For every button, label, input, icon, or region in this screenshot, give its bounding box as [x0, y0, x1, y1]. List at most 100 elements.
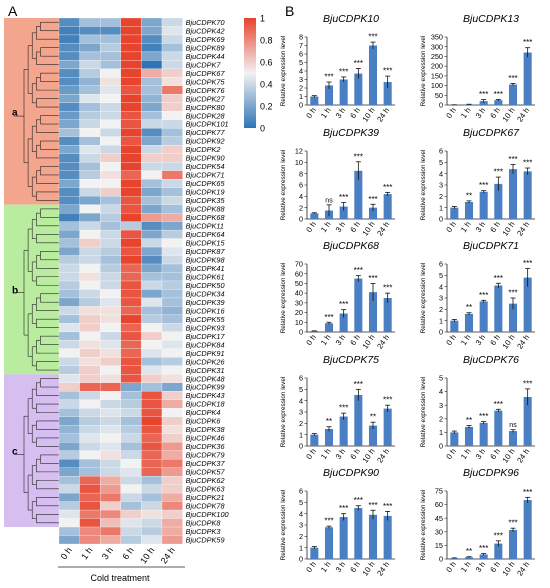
heatmap-column-label: 3 h — [100, 545, 115, 561]
heatmap-cell — [79, 221, 101, 231]
heatmap-cell — [100, 43, 121, 53]
heatmap-cell — [79, 85, 101, 95]
y-tick-label: 6 — [439, 147, 443, 156]
bar — [464, 104, 474, 105]
heatmap-cell — [100, 433, 121, 443]
heatmap-cell — [161, 51, 183, 61]
x-tick-label: 1 h — [319, 333, 333, 347]
heatmap-cell — [161, 196, 183, 205]
heatmap-cell — [79, 111, 101, 120]
heatmap-cell — [120, 111, 142, 120]
y-tick-label: 250 — [431, 52, 443, 61]
gene-label: BjuCDPK68 — [186, 213, 226, 222]
heatmap-cell — [58, 526, 80, 536]
significance-label: *** — [368, 274, 377, 283]
heatmap-cell — [141, 94, 163, 103]
y-tick-label: 1 — [439, 428, 443, 437]
heatmap-cell — [79, 229, 101, 239]
gene-label: BjuCDPK21 — [186, 493, 225, 502]
significance-label: ** — [466, 191, 472, 200]
heatmap-cell — [100, 153, 121, 163]
y-tick-label: 4 — [299, 67, 303, 76]
heatmap-cell — [79, 476, 101, 485]
significance-label: *** — [508, 155, 517, 164]
heatmap-cell — [161, 77, 183, 86]
heatmap-cell — [100, 145, 121, 154]
significance-label: *** — [354, 59, 363, 68]
heatmap-cell — [161, 492, 183, 502]
bar — [324, 85, 334, 105]
bar — [383, 82, 392, 105]
heatmap-cell — [120, 357, 142, 366]
heatmap-cell — [100, 518, 121, 528]
cluster-band-b — [4, 204, 59, 375]
heatmap-cell — [58, 297, 80, 307]
heatmap-cell — [141, 119, 163, 129]
heatmap-cell — [100, 213, 121, 222]
x-tick-label: 0 h — [304, 560, 318, 574]
gene-label: BjuCDPK27 — [186, 94, 226, 103]
significance-label: *** — [494, 274, 503, 283]
heatmap-cell — [141, 289, 163, 299]
y-tick-label: 150 — [431, 71, 443, 80]
heatmap-cell — [120, 408, 142, 417]
heatmap-cell — [120, 331, 142, 341]
significance-label: *** — [368, 501, 377, 510]
heatmap-cell — [58, 340, 80, 349]
heatmap-cell — [120, 509, 142, 519]
heatmap-cell — [120, 518, 142, 528]
y-tick-label: 5 — [439, 271, 443, 280]
heatmap-cell — [161, 391, 183, 400]
heatmap-column-label: 1 h — [79, 545, 94, 561]
heatmap-cell — [100, 399, 121, 409]
cluster-label-a: a — [12, 107, 18, 118]
heatmap-cell — [141, 365, 163, 375]
heatmap-cell — [100, 382, 121, 392]
heatmap-cell — [58, 179, 80, 188]
y-tick-label: 30 — [435, 527, 443, 536]
bar — [339, 206, 348, 219]
heatmap-cell — [100, 357, 121, 366]
heatmap-cell — [79, 162, 101, 171]
significance-label: *** — [494, 400, 503, 409]
heatmap-cell — [58, 399, 80, 409]
heatmap-cell — [161, 382, 183, 392]
heatmap-cell — [58, 306, 80, 316]
heatmap-cell — [79, 535, 101, 545]
heatmap-cell — [100, 26, 121, 36]
heatmap-cell — [58, 365, 80, 375]
heatmap-cell — [100, 484, 121, 494]
heatmap-cell — [100, 306, 121, 316]
heatmap-cell — [120, 136, 142, 146]
heatmap-cell — [58, 213, 80, 222]
heatmap-cell — [79, 425, 101, 434]
chart-title: BjuCDPK68 — [323, 240, 379, 252]
heatmap-cell — [58, 408, 80, 417]
heatmap-cell — [161, 213, 183, 222]
bar — [494, 100, 503, 105]
y-tick-label: 0 — [299, 328, 303, 337]
heatmap-cell — [120, 280, 142, 290]
heatmap-cell — [161, 102, 183, 112]
heatmap-cell — [141, 170, 163, 180]
gene-label: BjuCDPK44 — [186, 52, 225, 61]
heatmap-cell — [58, 450, 80, 460]
x-tick-label: 10 h — [361, 106, 377, 124]
y-tick-label: 350 — [431, 33, 443, 42]
significance-label: *** — [523, 259, 532, 268]
heatmap-cell — [141, 425, 163, 434]
heatmap-cell — [141, 255, 163, 265]
heatmap-cell — [120, 289, 142, 299]
y-tick-label: 60 — [295, 269, 303, 278]
gene-label: BjuCDPK80 — [186, 103, 225, 112]
heatmap-cell — [100, 17, 121, 27]
heatmap-xlabel: Cold treatment — [90, 573, 150, 583]
heatmap-cell — [58, 153, 80, 163]
significance-label: *** — [339, 67, 348, 76]
heatmap-cell — [58, 17, 80, 27]
gene-label: BjuCDPK17 — [186, 332, 226, 341]
heatmap-cell — [58, 289, 80, 299]
x-tick-label: 10 h — [501, 560, 517, 578]
y-tick-label: 6 — [299, 181, 303, 190]
